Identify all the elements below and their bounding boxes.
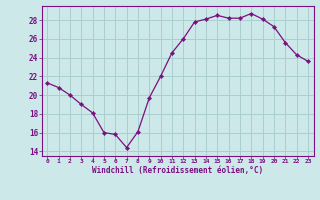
X-axis label: Windchill (Refroidissement éolien,°C): Windchill (Refroidissement éolien,°C) xyxy=(92,166,263,175)
